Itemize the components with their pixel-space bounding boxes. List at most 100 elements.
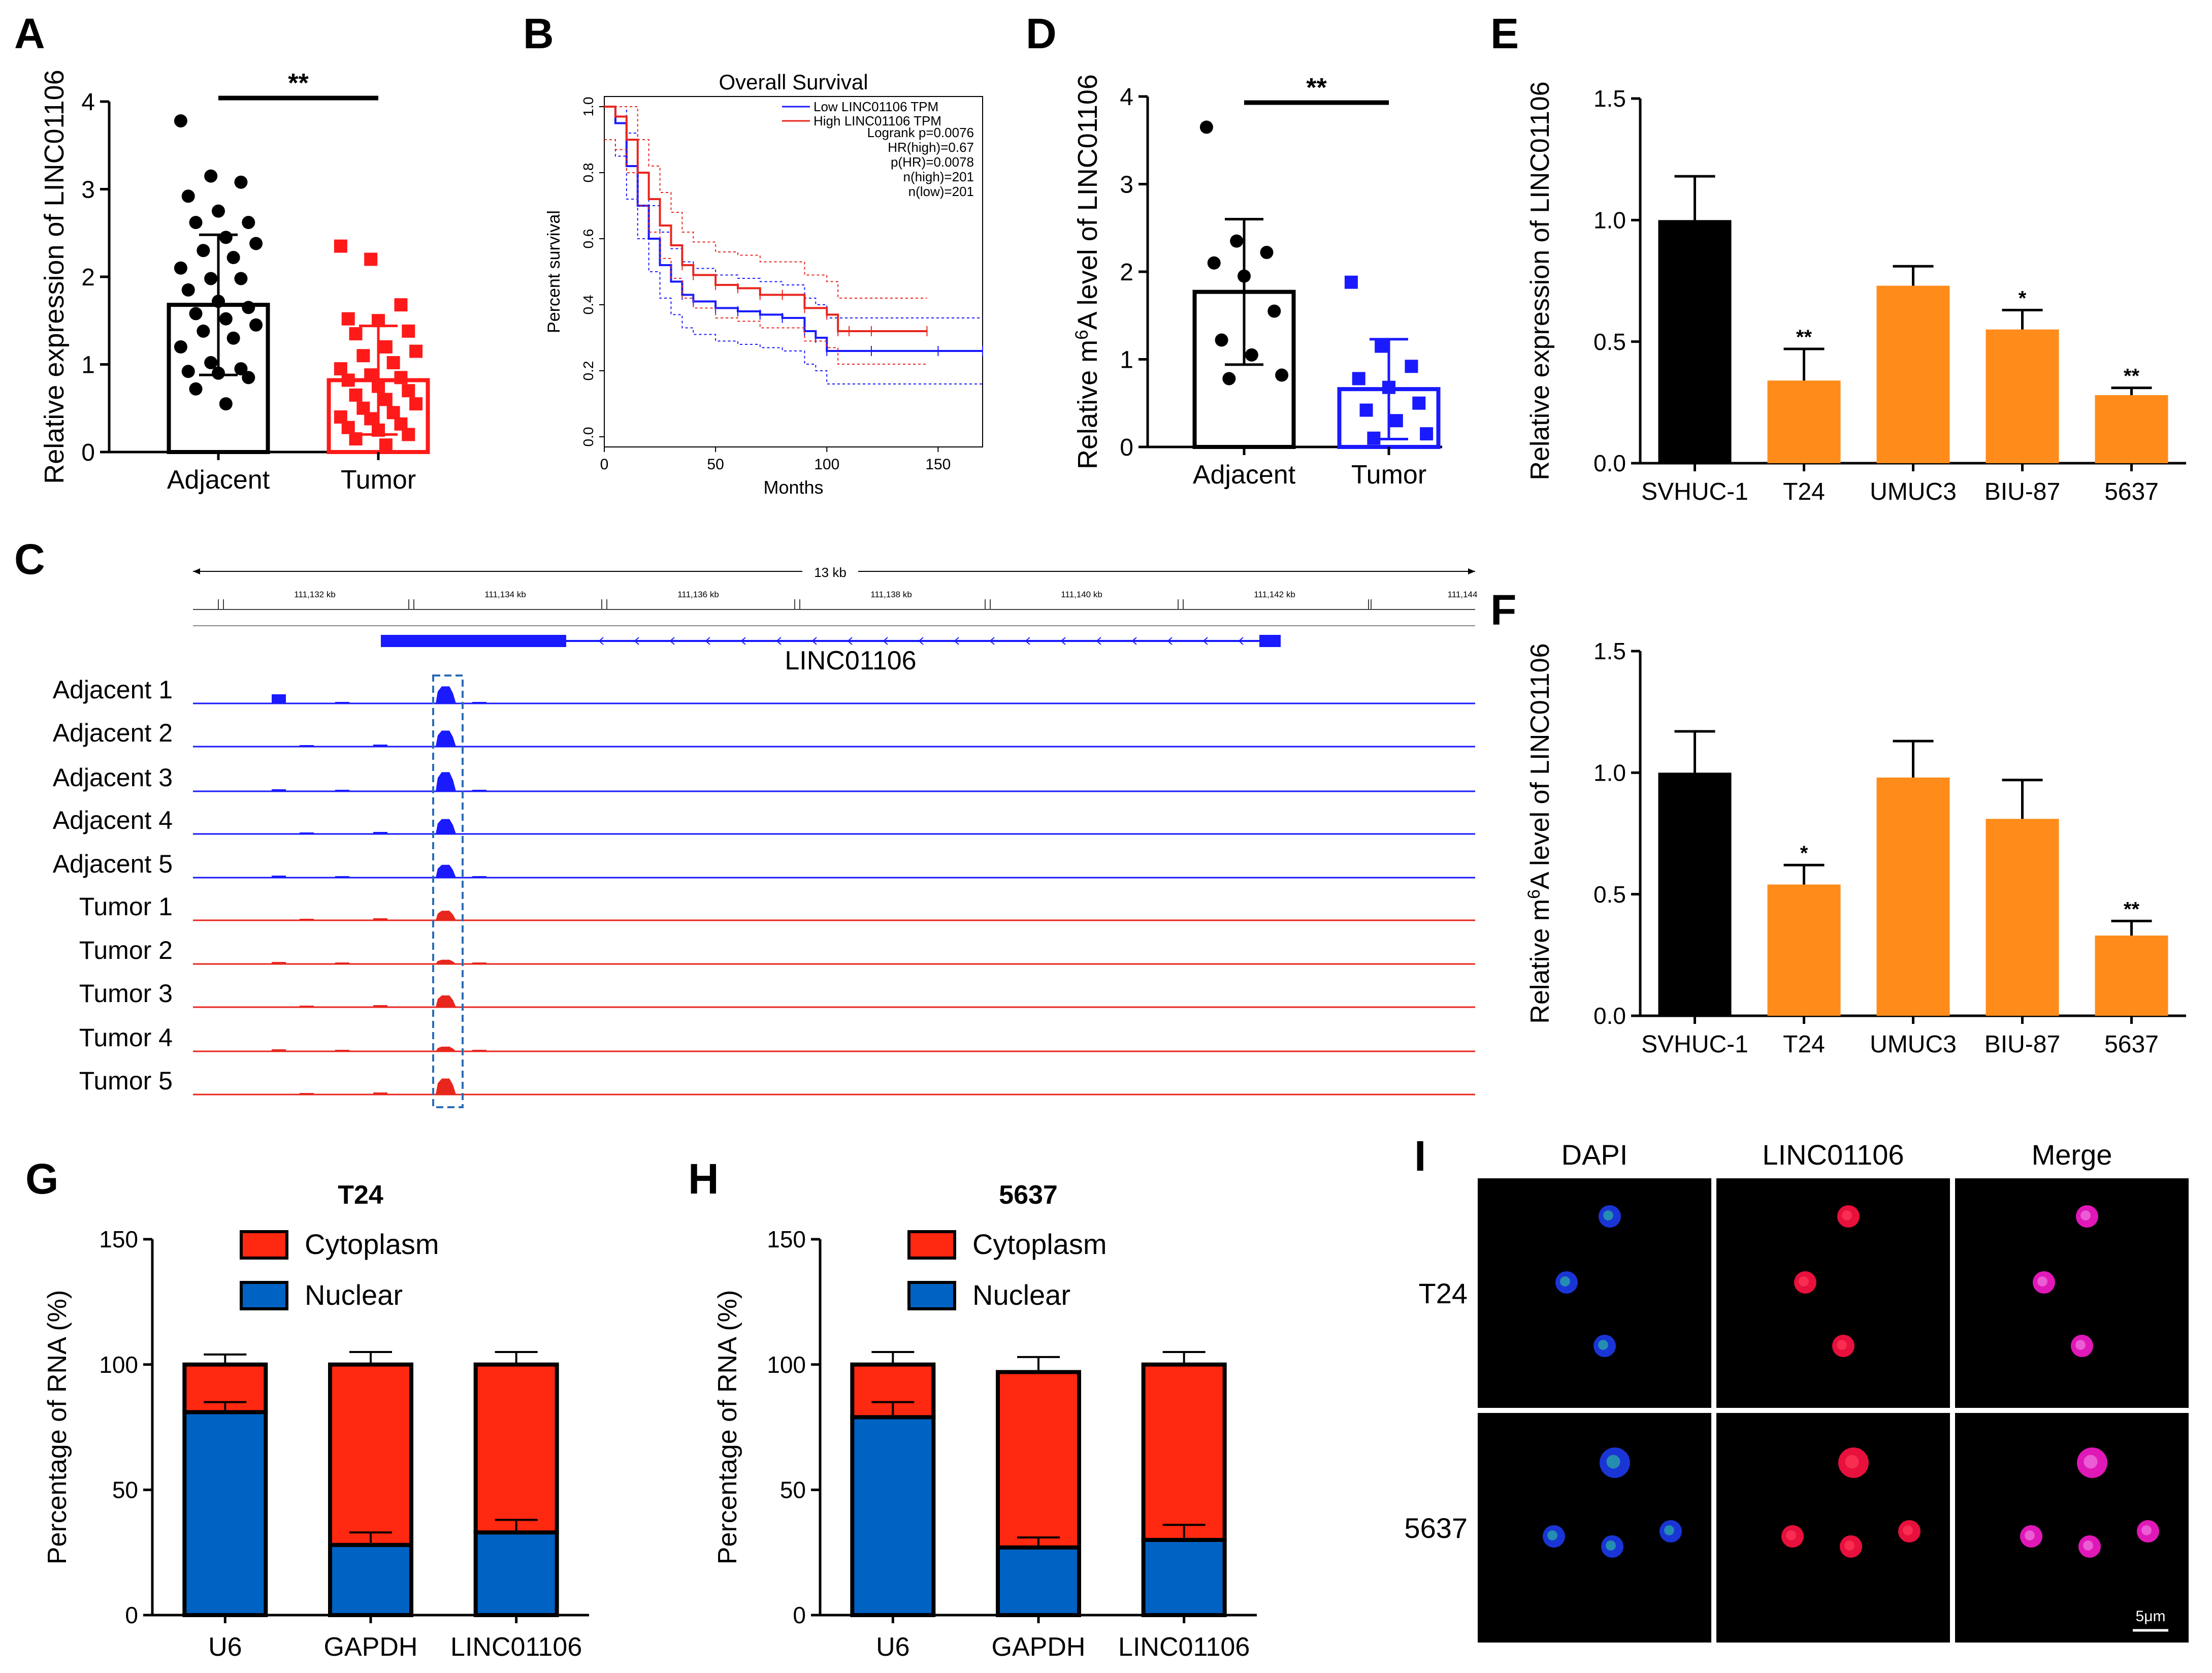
panel-c-tracks: 13 kb 111,132 kb 111,134 kb 111,136 kb 111,1…: [53, 562, 1477, 1108]
stat-label: HR(high)=0.67: [888, 140, 974, 155]
y-axis-title: Percentage of RNA (%): [713, 1290, 742, 1564]
bar-cytoplasm: [328, 1362, 413, 1547]
bar-nuclear: [328, 1542, 413, 1618]
x-tick-label: GAPDH: [324, 1632, 418, 1662]
legend-swatch: [240, 1281, 288, 1310]
panel-letter-i: I: [1414, 1132, 1426, 1180]
data-point: [242, 216, 255, 230]
confidence-lower: [604, 139, 983, 384]
scale-arrow-left: [193, 568, 200, 574]
y-tick-label: 4: [81, 89, 95, 116]
x-tick-label: SVHUC-1: [1641, 478, 1748, 505]
track-label: Adjacent 5: [53, 850, 173, 878]
micrograph-tile: [1716, 1178, 1950, 1408]
signal-peak: [436, 995, 456, 1007]
data-point: [334, 239, 347, 253]
bar: [1876, 285, 1950, 463]
y-tick-label: 0.0: [580, 427, 596, 447]
cell-highlight: [2084, 1455, 2098, 1469]
bar-nuclear: [1141, 1538, 1227, 1617]
y-axis-title: Percentage of RNA (%): [43, 1290, 72, 1564]
data-point: [234, 272, 248, 285]
data-point: [402, 428, 415, 441]
y-tick-label: 0.2: [580, 361, 596, 381]
data-point: [1230, 234, 1244, 248]
data-point: [1238, 269, 1251, 283]
bar-cytoplasm: [473, 1362, 559, 1535]
signal-bump: [472, 876, 486, 878]
signal-bump: [300, 745, 314, 747]
x-tick-label: T24: [1783, 1031, 1825, 1058]
y-tick-label: 0: [1120, 434, 1133, 461]
chart-title: T24: [338, 1180, 383, 1210]
column-label: DAPI: [1562, 1139, 1628, 1171]
x-tick-label: Tumor: [1351, 460, 1426, 490]
data-point: [356, 349, 370, 363]
panel-a-chart: 0 1 2 3 4 Relative expression of LINC01106 Adj…: [39, 69, 430, 495]
data-point: [1215, 333, 1228, 347]
y-tick-label: 0.5: [1593, 881, 1626, 908]
x-tick-label: 50: [707, 456, 724, 473]
signal-bump: [373, 1005, 387, 1007]
y-tick-label: 0: [793, 1602, 806, 1628]
y-tick-label: 1: [81, 351, 95, 378]
cell-highlight: [1664, 1525, 1674, 1535]
x-tick-label: 100: [814, 456, 839, 473]
scale-arrow-right: [1468, 568, 1475, 574]
panel-f-chart: 0.0 0.5 1.0 1.5 Relative m6A level of LINC01…: [1524, 638, 2186, 1058]
panel-e-chart: 0.0 0.5 1.0 1.5 Relative expression of LINC0…: [1525, 81, 2186, 505]
significance-label: **: [2124, 898, 2140, 920]
signal-bump: [373, 918, 387, 920]
strand-arrow: [1060, 637, 1066, 645]
signal-bump: [472, 702, 486, 703]
data-point: [386, 356, 400, 370]
y-tick-label: 1.0: [1593, 759, 1626, 786]
data-point: [204, 169, 218, 183]
bar: [2095, 936, 2168, 1016]
signal-bump: [335, 962, 349, 964]
cell-highlight: [1845, 1455, 1859, 1469]
strand-arrow: [954, 637, 959, 645]
data-point: [1207, 256, 1221, 270]
panel-letter-a: A: [14, 10, 45, 57]
signal-peak: [436, 959, 456, 964]
y-tick-label: 2: [81, 264, 95, 291]
scale-bar-label: 5μm: [2136, 1608, 2166, 1625]
data-point: [349, 432, 363, 446]
x-tick-label: LINC01106: [1118, 1632, 1250, 1662]
x-tick-label: 5637: [2104, 1031, 2159, 1058]
column-label: Merge: [2032, 1139, 2112, 1171]
survival-curve: [604, 106, 927, 332]
micrograph-tile: [1955, 1178, 2189, 1408]
signal-bump: [373, 832, 387, 834]
strand-arrow: [1167, 637, 1173, 645]
data-point: [1222, 372, 1236, 385]
y-axis-title: Relative m6A level of LINC01106: [1524, 643, 1555, 1023]
signal-bump: [335, 1050, 349, 1051]
panel-b-chart: Overall Survival 0.0 0.2 0.4 0.6 0.8 1.0 0 50 100…: [544, 70, 983, 498]
signal-bump: [472, 962, 486, 964]
y-tick-label: 0: [125, 1602, 138, 1628]
signal-peak: [436, 864, 456, 878]
data-point: [1245, 348, 1258, 362]
significance-label: *: [2019, 287, 2027, 309]
y-tick-label: 50: [780, 1476, 806, 1503]
signal-bump: [272, 962, 286, 964]
data-point: [189, 307, 203, 320]
data-point: [364, 412, 378, 426]
data-point: [249, 318, 263, 332]
micrograph-tile: [1478, 1178, 1711, 1408]
panel-i-imaging: DAPI LINC01106 Merge T24 5637 5μm: [1404, 1139, 2190, 1644]
signal-bump: [300, 1093, 314, 1095]
data-point: [1420, 427, 1434, 441]
y-tick-label: 3: [1120, 171, 1133, 198]
significance-label: **: [1796, 326, 1812, 348]
data-point: [341, 373, 355, 387]
cell-highlight: [1844, 1540, 1855, 1551]
gene-name: LINC01106: [785, 646, 916, 675]
legend-label: Cytoplasm: [305, 1228, 439, 1260]
track-label: Adjacent 3: [53, 763, 173, 792]
data-point: [189, 216, 203, 230]
signal-bump: [300, 832, 314, 834]
gene-exon: [1259, 635, 1281, 647]
